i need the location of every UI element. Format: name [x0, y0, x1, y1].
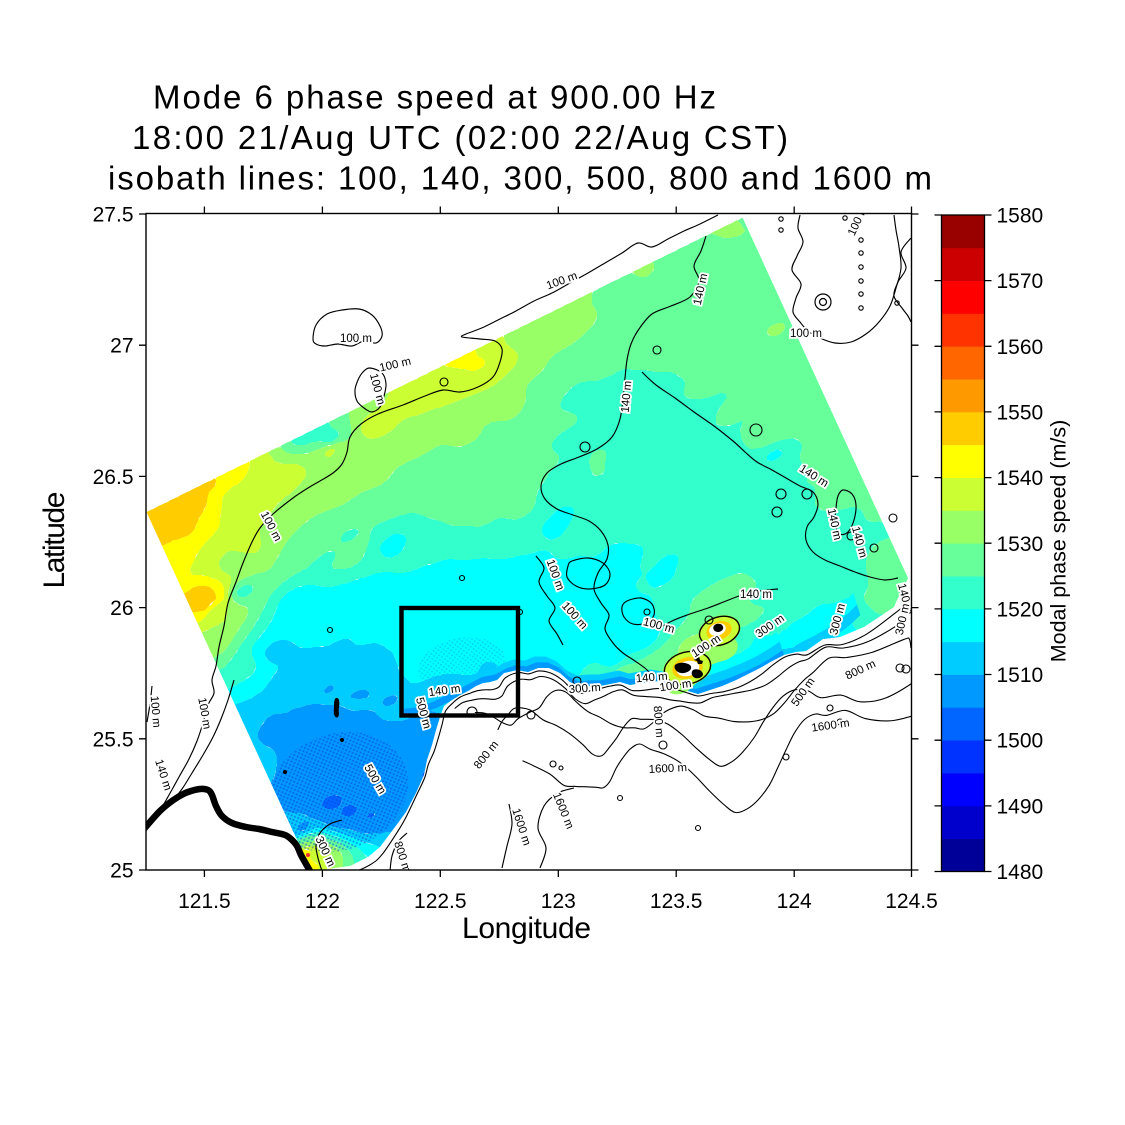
svg-text:100 m: 100 m: [790, 328, 822, 340]
svg-text:122.5: 122.5: [414, 890, 467, 913]
svg-text:140 m: 140 m: [635, 671, 668, 686]
svg-text:1500: 1500: [997, 730, 1044, 753]
svg-text:1510: 1510: [997, 664, 1044, 687]
svg-text:800 m: 800 m: [651, 705, 666, 738]
svg-text:1550: 1550: [997, 401, 1044, 424]
svg-text:124: 124: [777, 890, 812, 913]
svg-text:26.5: 26.5: [93, 466, 134, 489]
svg-text:Modal phase speed (m/s): Modal phase speed (m/s): [1047, 420, 1071, 663]
svg-text:1520: 1520: [997, 598, 1044, 621]
svg-text:140 m: 140 m: [620, 380, 635, 413]
svg-text:1560: 1560: [997, 336, 1044, 359]
svg-text:27.5: 27.5: [93, 204, 134, 227]
svg-text:26: 26: [110, 597, 133, 620]
svg-text:Latitude: Latitude: [38, 492, 71, 589]
svg-text:124.5: 124.5: [885, 890, 938, 913]
svg-text:25: 25: [110, 860, 133, 883]
svg-text:Longitude: Longitude: [462, 912, 591, 945]
svg-text:25.5: 25.5: [93, 728, 134, 751]
svg-text:1570: 1570: [997, 270, 1044, 293]
svg-text:isobath lines: 100, 140, 300,: isobath lines: 100, 140, 300, 500, 800 a…: [108, 159, 932, 196]
svg-text:100 m: 100 m: [340, 333, 372, 345]
svg-text:123.5: 123.5: [650, 890, 703, 913]
svg-text:1480: 1480: [997, 861, 1044, 884]
svg-text:121.5: 121.5: [178, 890, 231, 913]
svg-text:1600 m: 1600 m: [648, 762, 687, 776]
svg-text:140 m: 140 m: [740, 589, 772, 601]
svg-text:122: 122: [305, 890, 340, 913]
svg-text:300 m: 300 m: [568, 682, 601, 696]
svg-text:1580: 1580: [997, 205, 1044, 228]
svg-text:Mode 6 phase speed at 900.00 H: Mode 6 phase speed at 900.00 Hz: [153, 79, 716, 116]
svg-text:27: 27: [110, 335, 133, 358]
svg-text:18:00 21/Aug UTC (02:00 22/Aug: 18:00 21/Aug UTC (02:00 22/Aug CST): [132, 119, 788, 156]
svg-text:100 m: 100 m: [148, 695, 163, 728]
svg-text:1530: 1530: [997, 533, 1044, 556]
svg-text:123: 123: [541, 890, 576, 913]
svg-text:1490: 1490: [997, 795, 1044, 818]
svg-text:1540: 1540: [997, 467, 1044, 490]
